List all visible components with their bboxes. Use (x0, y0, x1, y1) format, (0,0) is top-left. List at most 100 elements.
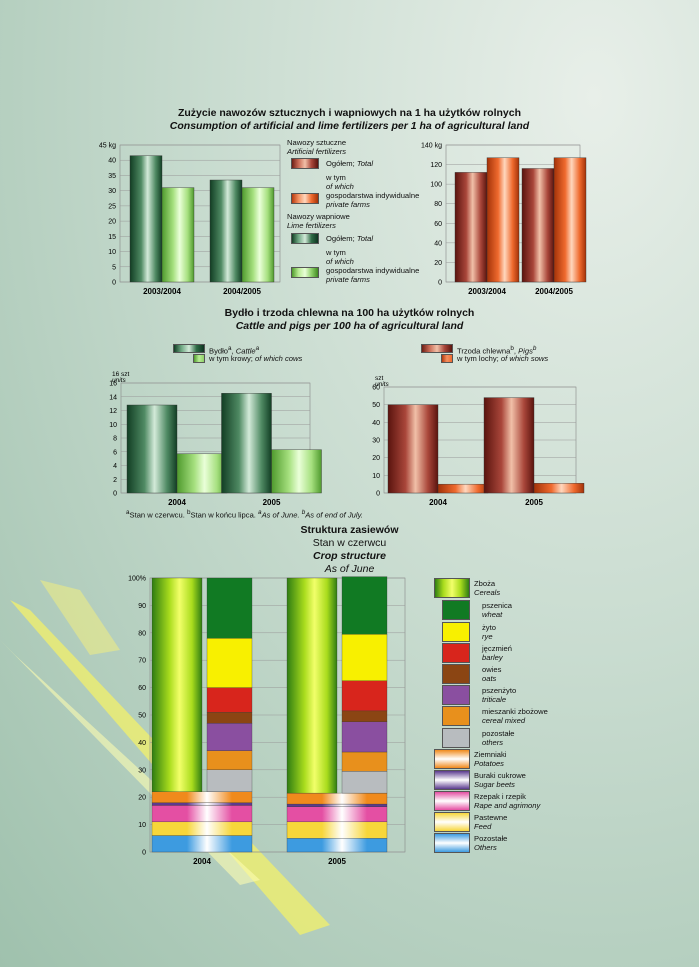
bar (126, 404, 178, 494)
legend-label: Ziemniaki Potatoes (474, 750, 507, 768)
y-tick-label: 20 (138, 795, 146, 802)
bar-Others (151, 835, 253, 853)
swatch-lime-private (291, 267, 319, 278)
legend-swatch (434, 833, 470, 853)
legend-lime-private-pl: gospodarstwa indywidualne (326, 266, 420, 275)
y-tick-label: 0 (376, 491, 380, 498)
legend-cows-en: of which cows (255, 354, 303, 363)
x-tick-label: 2003/2004 (468, 287, 506, 296)
bar-barley (206, 687, 253, 713)
legend-swatch (442, 728, 470, 748)
y-tick-label: 20 (434, 260, 442, 267)
bar-wheat (206, 577, 253, 639)
legend-label: jęczmień barley (482, 644, 512, 662)
bar (221, 393, 272, 494)
legend-label: pozostałe others (482, 729, 515, 747)
legend-total-en: Total (356, 159, 374, 168)
legend-label: Buraki cukrowe Sugar beets (474, 771, 526, 789)
legend-swatch (434, 578, 470, 598)
bar-Potatoes (286, 792, 388, 805)
legend-swatch (442, 664, 470, 684)
y-tick-label: 80 (138, 630, 146, 637)
bar (521, 168, 555, 283)
y-unit-pl: szt (375, 375, 384, 382)
legend-sows-en: of which sows (500, 354, 549, 363)
y-tick-label: 10 (109, 422, 117, 429)
x-tick-label: 2004 (429, 498, 447, 507)
swatch-sows (441, 354, 453, 363)
bar-Feed (286, 821, 388, 839)
legend-lime-total-en: Total (356, 234, 374, 243)
y-unit-en: units (375, 381, 389, 388)
swatch-pigs (421, 344, 453, 353)
bar-wheat (341, 576, 388, 635)
legend-private-en: private farms (326, 200, 370, 209)
swatch-artificial-total (291, 158, 319, 169)
legend-pigs-en: Pigs (518, 346, 533, 356)
legend-swatch (434, 749, 470, 769)
bar-Others (286, 838, 388, 853)
y-tick-label: 0 (113, 491, 117, 498)
legend-private-pl: gospodarstwa indywidualne (326, 191, 420, 200)
y-tick-label: 80 (434, 201, 442, 208)
legend-pigs-pl: Trzoda chlewna (457, 346, 511, 356)
y-tick-label: 4 (113, 463, 117, 470)
legend-lime-whichof-pl: w tym (326, 248, 346, 257)
bar (553, 157, 587, 283)
bar-Rape-and-agrimony (151, 805, 253, 823)
section3-title-en: Crop structure (313, 550, 386, 562)
legend-cattle-pl: Bydło (209, 346, 228, 356)
y-tick-label: 60 (372, 385, 380, 392)
legend-label: Rzepak i rzepik Rape and agrimony (474, 792, 541, 810)
legend-swatch (442, 685, 470, 705)
legend-lime-whichof-en: of which (326, 257, 354, 266)
y-tick-label: 16 (109, 381, 117, 388)
y-tick-label: 40 (138, 740, 146, 747)
bar-others (206, 769, 253, 792)
legend-swatch (442, 600, 470, 620)
bar-cereal-mixed (341, 751, 388, 772)
legend-swatch (434, 812, 470, 832)
x-tick-label: 2005 (328, 857, 346, 866)
y-tick-label: 2 (113, 477, 117, 484)
bar-rye (206, 638, 253, 688)
bar-Sugar-beets (286, 803, 388, 807)
legend-label: żyto rye (482, 623, 496, 641)
legend-swatch (442, 706, 470, 726)
bar-others (341, 771, 388, 794)
legend-label: Zboża Cereals (474, 579, 501, 597)
x-tick-label: 2004/2005 (535, 287, 573, 296)
y-tick-label: 30 (108, 188, 116, 195)
y-tick-label: 40 (372, 420, 380, 427)
bar (387, 404, 439, 494)
y-tick-label: 35 (108, 173, 116, 180)
y-tick-label: 100% (128, 576, 146, 583)
bar-triticale (341, 721, 388, 753)
bar (161, 187, 195, 283)
legend-label: Pozostałe Others (474, 834, 508, 852)
y-tick-label: 90 (138, 603, 146, 610)
bar (209, 179, 243, 283)
section2-title-pl: Bydło i trzoda chlewna na 100 ha użytków… (224, 307, 475, 319)
bar (454, 172, 488, 283)
y-unit-en: units (112, 377, 126, 384)
x-tick-label: 2004 (193, 857, 211, 866)
legend-lime-private-en: private farms (326, 275, 370, 284)
legend-swatch (442, 643, 470, 663)
x-tick-label: 2004 (168, 498, 186, 507)
y-tick-label: 140 kg (421, 143, 442, 150)
bar-cereals (286, 577, 338, 794)
swatch-artificial-private (291, 193, 319, 204)
bar-Sugar-beets (151, 802, 253, 806)
legend-total-pl: Ogółem; (326, 159, 355, 168)
y-tick-label: 50 (372, 402, 380, 409)
x-tick-label: 2005 (525, 498, 543, 507)
x-tick-label: 2003/2004 (143, 287, 181, 296)
bar-oats (206, 712, 253, 724)
legend-swatch (434, 770, 470, 790)
bar-triticale (206, 723, 253, 751)
y-tick-label: 45 kg (99, 143, 116, 150)
legend-lime-pl: Nawozy wapniowe (287, 212, 350, 221)
